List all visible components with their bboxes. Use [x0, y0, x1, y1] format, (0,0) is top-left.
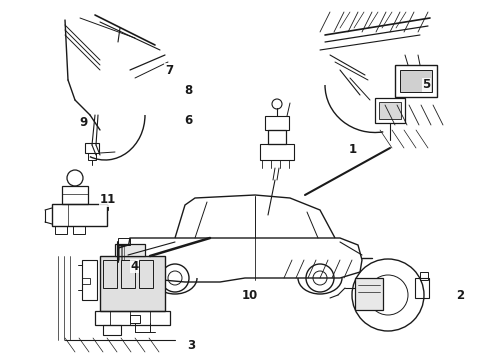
Text: 10: 10	[242, 289, 258, 302]
Text: 1: 1	[349, 143, 357, 156]
Bar	[375, 98, 405, 123]
Text: 9: 9	[79, 116, 87, 129]
Bar	[88, 153, 96, 160]
Bar	[139, 260, 153, 288]
Bar	[115, 244, 145, 256]
Bar	[268, 130, 286, 144]
Bar	[82, 260, 97, 300]
Bar	[415, 278, 429, 298]
Text: 11: 11	[99, 193, 116, 206]
Bar	[400, 70, 432, 92]
Text: 6: 6	[185, 114, 193, 127]
Bar	[121, 260, 135, 288]
Bar	[379, 102, 401, 119]
Bar	[130, 315, 140, 323]
Text: 7: 7	[165, 64, 173, 77]
Bar	[395, 65, 437, 97]
Bar	[103, 260, 117, 288]
Text: 2: 2	[457, 289, 465, 302]
Bar	[103, 325, 121, 335]
Bar	[62, 186, 88, 204]
Text: 8: 8	[185, 84, 193, 96]
Bar	[260, 144, 294, 160]
Bar	[118, 238, 130, 245]
Bar	[55, 226, 67, 234]
Text: 5: 5	[422, 78, 430, 91]
Bar	[420, 272, 428, 280]
Bar	[82, 278, 90, 284]
Bar	[73, 226, 85, 234]
Bar	[85, 143, 99, 153]
Polygon shape	[128, 238, 362, 282]
Bar	[355, 278, 383, 310]
Bar	[95, 311, 170, 325]
Bar	[52, 204, 107, 226]
Bar	[265, 116, 289, 130]
Bar	[100, 256, 165, 311]
Text: 4: 4	[131, 260, 139, 273]
Text: 3: 3	[187, 339, 195, 352]
